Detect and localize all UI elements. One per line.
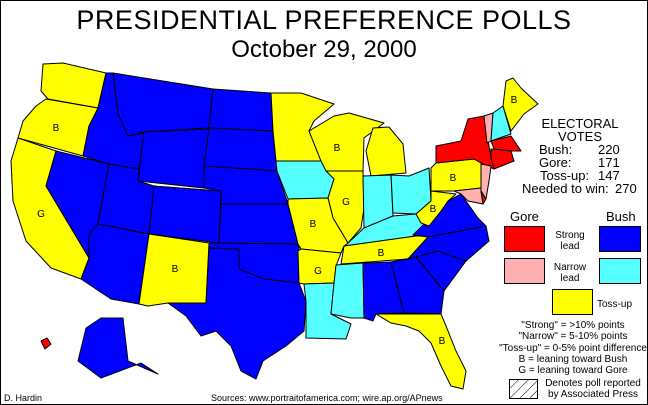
state-lean-label-ME: B bbox=[511, 95, 518, 106]
state-MI bbox=[365, 126, 407, 177]
legend-narrow-line2: lead bbox=[560, 273, 580, 284]
sources: Sources: www.portraitofamerica.com; wire… bbox=[211, 393, 443, 403]
state-WY bbox=[137, 128, 210, 189]
state-MA bbox=[490, 135, 522, 152]
state-ND bbox=[208, 88, 274, 132]
ev-tossup-label: Toss-up: bbox=[540, 168, 590, 183]
state-WI bbox=[308, 112, 385, 172]
state-CT bbox=[490, 148, 515, 170]
state-SD bbox=[203, 127, 278, 172]
ev-heading-2: VOTES bbox=[557, 129, 603, 144]
state-ME bbox=[502, 77, 539, 132]
state-AZ bbox=[80, 223, 150, 305]
ap-note: Denotes poll reported by Associated Press bbox=[541, 378, 645, 400]
ev-gore-label: Gore: bbox=[539, 155, 572, 170]
state-lean-label-WV: B bbox=[430, 204, 437, 215]
state-TX bbox=[167, 247, 307, 380]
state-HI bbox=[40, 337, 52, 350]
state-MO bbox=[287, 197, 349, 254]
note-narrow: "Narrow" = 5-10% points bbox=[518, 331, 628, 343]
ev-bush-label: Bush: bbox=[539, 142, 573, 157]
ev-bush-value: 220 bbox=[598, 142, 620, 157]
state-PA bbox=[430, 158, 484, 192]
legend-strong-label: Strong lead bbox=[548, 230, 592, 252]
state-lean-label-FL: B bbox=[439, 336, 446, 347]
note-strong: "Strong" = >10% points bbox=[521, 320, 625, 331]
ap-note-line1: Denotes poll reported bbox=[545, 378, 641, 389]
legend-gore-narrow-swatch bbox=[504, 258, 545, 284]
note-b: B = leaning toward Bush bbox=[518, 353, 628, 365]
ev-tossup-value: 147 bbox=[598, 168, 620, 183]
ev-heading-1: ELECTORAL bbox=[541, 116, 619, 131]
state-MS bbox=[330, 262, 365, 319]
legend-tossup-label: Toss-up bbox=[597, 299, 633, 310]
state-FL bbox=[375, 313, 467, 390]
state-KS bbox=[218, 203, 299, 245]
state-AK bbox=[77, 317, 159, 379]
state-lean-label-OR: B bbox=[53, 123, 60, 134]
state-lean-label-IL: G bbox=[342, 197, 350, 208]
ap-hatch-swatch bbox=[509, 379, 538, 399]
legend-strong-line2: lead bbox=[560, 241, 580, 252]
state-lean-label-NM: B bbox=[172, 264, 179, 275]
state-lean-label-CA: G bbox=[37, 209, 45, 220]
map-date: October 29, 2000 bbox=[231, 36, 417, 63]
state-CO bbox=[148, 185, 222, 244]
ev-needed-value: 270 bbox=[615, 181, 637, 196]
legend-gore-strong-swatch bbox=[504, 226, 545, 252]
state-DE bbox=[480, 190, 487, 205]
legend-bush-narrow-swatch bbox=[599, 258, 641, 284]
legend-bush-heading: Bush bbox=[606, 209, 636, 224]
state-lean-label-MO: B bbox=[310, 219, 317, 230]
legend-tossup-swatch bbox=[552, 289, 593, 315]
legend-bush-strong-swatch bbox=[599, 226, 641, 252]
legend-narrow-label: Narrow lead bbox=[548, 262, 592, 284]
legend-narrow-line1: Narrow bbox=[553, 262, 587, 273]
note-tossup: "Toss-up" = 0-5% point difference bbox=[499, 342, 647, 354]
definitions-notes: "Strong" = >10% points "Narrow" = 5-10% … bbox=[498, 320, 647, 377]
ev-gore-value: 171 bbox=[598, 155, 620, 170]
legend-strong-line1: Strong bbox=[555, 230, 585, 241]
map-title: PRESIDENTIAL PREFERENCE POLLS bbox=[76, 5, 572, 35]
state-lean-label-WI: B bbox=[334, 143, 341, 154]
state-lean-label-TN: B bbox=[378, 248, 385, 259]
state-lean-label-AR: G bbox=[314, 266, 322, 277]
credit: D. Hardin bbox=[4, 393, 43, 403]
ap-note-line2: by Associated Press bbox=[547, 389, 639, 400]
state-NH bbox=[490, 105, 512, 142]
ev-needed-label: Needed to win: bbox=[522, 181, 609, 196]
note-g: G = leaning toward Gore bbox=[518, 365, 628, 377]
legend-gore-heading: Gore bbox=[510, 209, 539, 224]
state-MT bbox=[112, 72, 214, 137]
state-lean-label-PA: B bbox=[450, 173, 457, 184]
state-WV bbox=[415, 190, 457, 227]
